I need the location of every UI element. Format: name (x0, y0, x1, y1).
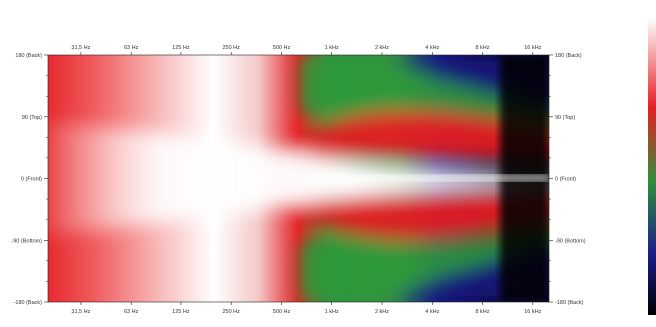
y-tick-label-right: 90 (Top) (555, 115, 575, 121)
color-scale-gradient (648, 18, 656, 315)
y-tick-label-right: -90 (Bottom) (555, 238, 586, 244)
heatmap-area (48, 55, 549, 302)
heatmap-front-crest (330, 175, 549, 181)
y-tick-label-left: 0 (Front) (21, 177, 42, 183)
x-tick-label-bottom: 250 Hz (222, 309, 240, 315)
x-tick-label-bottom: 500 Hz (273, 309, 291, 315)
y-tick-label-right: 180 (Back) (555, 53, 582, 59)
x-tick-label-bottom: 125 Hz (172, 309, 190, 315)
y-tick-label-left: 180 (Back) (15, 53, 42, 59)
heatmap-front-lobe (48, 121, 549, 235)
y-tick-label-left: -180 (Back) (14, 300, 43, 306)
y-tick-label-left: 90 (Top) (22, 115, 42, 121)
x-tick-label-bottom: 1 kHz (325, 309, 339, 315)
x-tick-label-top: 8 kHz (475, 45, 489, 51)
x-tick-label-top: 63 Hz (124, 45, 139, 51)
heatmap-green-top (300, 55, 549, 127)
x-tick-label-top: 500 Hz (273, 45, 291, 51)
x-tick-label-top: 31,5 Hz (71, 45, 90, 51)
y-tick-label-left: -90 (Bottom) (11, 238, 42, 244)
y-tick-label-right: 0 (Front) (555, 177, 576, 183)
x-tick-label-bottom: 4 kHz (425, 309, 439, 315)
x-tick-label-bottom: 2 kHz (375, 309, 389, 315)
x-tick-label-bottom: 31,5 Hz (71, 309, 90, 315)
x-tick-label-top: 4 kHz (425, 45, 439, 51)
x-tick-label-top: 1 kHz (325, 45, 339, 51)
x-tick-label-top: 250 Hz (222, 45, 240, 51)
x-tick-label-bottom: 16 kHz (524, 309, 541, 315)
heatmap-red-lobe-top (270, 110, 549, 165)
y-tick-label-right: -180 (Back) (555, 300, 584, 306)
x-tick-label-top: 2 kHz (375, 45, 389, 51)
color-scale-bar (648, 18, 656, 315)
heatmap-green-bottom (300, 226, 549, 302)
x-tick-label-bottom: 63 Hz (124, 309, 139, 315)
x-tick-label-top: 16 kHz (524, 45, 541, 51)
x-tick-label-bottom: 8 kHz (475, 309, 489, 315)
x-tick-label-top: 125 Hz (172, 45, 190, 51)
heatmap-red-lobe-bottom (270, 190, 549, 240)
axes-layer: 31,5 Hz 31,5 Hz 63 Hz 63 Hz 125 Hz 125 Hz 250 … (11, 45, 585, 315)
